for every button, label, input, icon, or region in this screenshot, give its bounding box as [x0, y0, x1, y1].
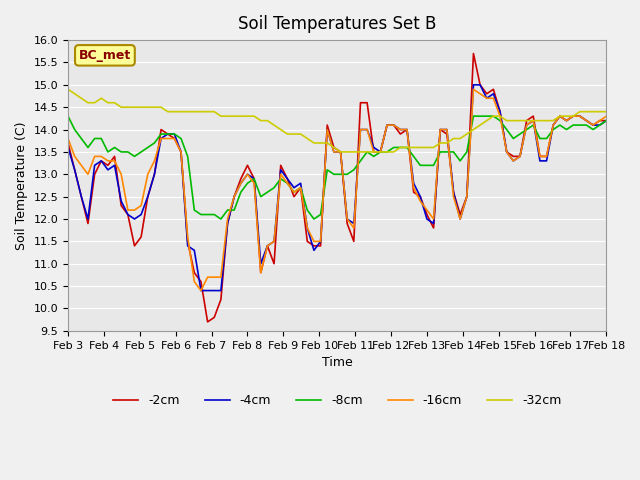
-8cm	[217, 216, 225, 222]
-32cm	[217, 113, 225, 119]
-8cm	[503, 127, 511, 132]
-2cm	[64, 140, 72, 146]
-32cm	[503, 118, 511, 123]
-2cm	[217, 297, 225, 302]
-32cm	[211, 109, 218, 115]
-32cm	[602, 109, 610, 115]
Line: -2cm: -2cm	[68, 54, 606, 322]
-4cm	[323, 127, 331, 132]
-16cm	[64, 136, 72, 142]
-2cm	[496, 109, 504, 115]
-16cm	[323, 127, 331, 132]
-2cm	[323, 122, 331, 128]
-4cm	[224, 221, 232, 227]
-4cm	[217, 288, 225, 293]
-4cm	[197, 288, 205, 293]
-2cm	[470, 51, 477, 57]
-8cm	[64, 113, 72, 119]
Legend: -2cm, -4cm, -8cm, -16cm, -32cm: -2cm, -4cm, -8cm, -16cm, -32cm	[108, 389, 566, 412]
-2cm	[509, 154, 517, 159]
Line: -16cm: -16cm	[68, 89, 606, 290]
-8cm	[224, 207, 232, 213]
-8cm	[211, 212, 218, 217]
-32cm	[64, 86, 72, 92]
Line: -4cm: -4cm	[68, 85, 606, 290]
Line: -32cm: -32cm	[68, 89, 606, 152]
-16cm	[470, 86, 477, 92]
-2cm	[224, 221, 232, 227]
-32cm	[317, 140, 324, 146]
-4cm	[470, 82, 477, 88]
Y-axis label: Soil Temperature (C): Soil Temperature (C)	[15, 121, 28, 250]
-4cm	[509, 158, 517, 164]
-8cm	[602, 118, 610, 123]
-4cm	[64, 144, 72, 150]
-16cm	[217, 274, 225, 280]
-8cm	[323, 167, 331, 173]
-8cm	[490, 113, 497, 119]
-4cm	[496, 109, 504, 115]
-16cm	[191, 279, 198, 285]
-16cm	[602, 113, 610, 119]
-2cm	[204, 319, 211, 325]
-2cm	[602, 118, 610, 123]
-16cm	[509, 158, 517, 164]
-32cm	[337, 149, 344, 155]
-4cm	[191, 247, 198, 253]
-16cm	[197, 288, 205, 293]
Text: BC_met: BC_met	[79, 49, 131, 62]
-32cm	[191, 109, 198, 115]
-16cm	[496, 113, 504, 119]
X-axis label: Time: Time	[322, 356, 353, 369]
-8cm	[191, 207, 198, 213]
-2cm	[191, 270, 198, 276]
-32cm	[490, 113, 497, 119]
-4cm	[602, 118, 610, 123]
Line: -8cm: -8cm	[68, 116, 606, 219]
-16cm	[224, 216, 232, 222]
Title: Soil Temperatures Set B: Soil Temperatures Set B	[238, 15, 436, 33]
